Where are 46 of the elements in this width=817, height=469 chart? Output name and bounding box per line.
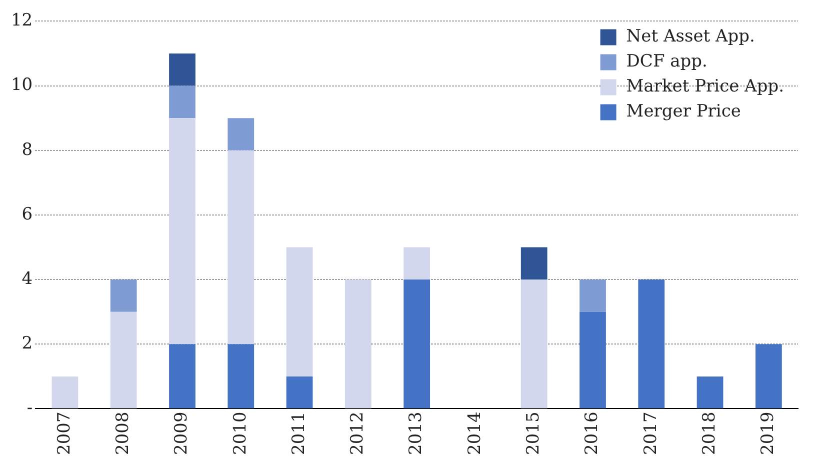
x-tick-label: 2015 bbox=[524, 412, 544, 455]
bar bbox=[228, 118, 254, 150]
y-tick-label: 8 bbox=[22, 140, 33, 160]
bar bbox=[580, 312, 606, 408]
bar bbox=[169, 118, 196, 344]
x-tick-label: 2009 bbox=[172, 412, 192, 455]
x-tick-label: 2016 bbox=[582, 412, 602, 455]
bar bbox=[110, 280, 137, 312]
y-tick-label: 10 bbox=[10, 75, 33, 96]
x-tick-label: 2008 bbox=[113, 412, 134, 455]
legend-label: Market Price App. bbox=[626, 76, 784, 97]
legend-label: Net Asset App. bbox=[626, 26, 755, 47]
y-tick-label: 6 bbox=[22, 204, 33, 224]
bar bbox=[110, 312, 137, 408]
bar bbox=[580, 280, 606, 312]
bar bbox=[169, 344, 196, 408]
legend-label: Merger Price bbox=[626, 102, 741, 122]
x-tick-label: 2014 bbox=[464, 412, 485, 455]
bar bbox=[169, 86, 196, 118]
legend-label: DCF app. bbox=[626, 52, 708, 72]
x-tick-label: 2012 bbox=[348, 412, 368, 455]
x-tick-label: 2017 bbox=[640, 412, 661, 455]
y-tick-label: 2 bbox=[22, 334, 33, 354]
x-tick-label: 2013 bbox=[406, 412, 426, 455]
y-tick-label: 12 bbox=[10, 10, 33, 31]
bar bbox=[286, 376, 313, 408]
bar bbox=[344, 280, 372, 408]
bar bbox=[755, 344, 782, 408]
x-tick-label: 2018 bbox=[699, 412, 720, 455]
x-tick-label: 2011 bbox=[288, 412, 309, 455]
x-tick-label: 2007 bbox=[54, 412, 74, 455]
bar bbox=[169, 53, 196, 86]
bar bbox=[696, 376, 724, 408]
bar bbox=[520, 247, 548, 280]
bar bbox=[286, 247, 313, 376]
bar bbox=[404, 247, 430, 280]
y-tick-label: 4 bbox=[22, 268, 33, 289]
x-tick-label: 2010 bbox=[230, 412, 250, 455]
x-tick-label: 2019 bbox=[758, 412, 778, 455]
bar bbox=[228, 344, 254, 408]
bar bbox=[404, 280, 430, 408]
y-tick-label: - bbox=[26, 398, 33, 418]
bar bbox=[520, 280, 548, 408]
bar bbox=[52, 376, 78, 408]
bar bbox=[228, 150, 254, 344]
bar bbox=[638, 280, 665, 408]
